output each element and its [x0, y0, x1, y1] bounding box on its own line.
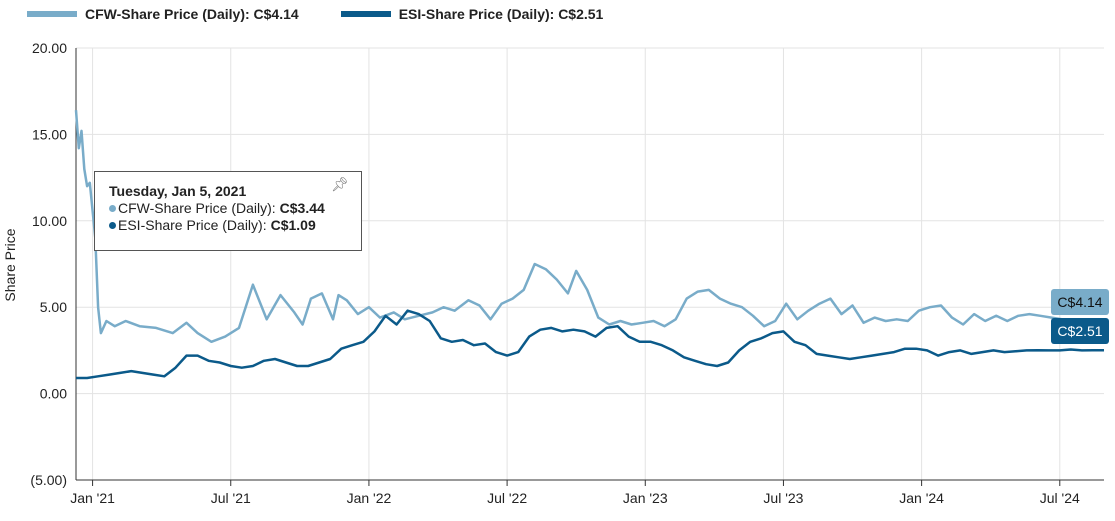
- legend-item-esi[interactable]: ESI-Share Price (Daily): C$2.51: [340, 6, 604, 22]
- x-tick-label: Jan '23: [623, 490, 668, 506]
- esi-dot-icon: [109, 222, 116, 229]
- x-tick-label: Jul '21: [211, 490, 251, 506]
- tooltip-label-esi: ESI-Share Price (Daily):: [118, 217, 267, 233]
- tooltip-title: Tuesday, Jan 5, 2021: [109, 183, 247, 199]
- tooltip-value-esi: C$1.09: [270, 217, 316, 233]
- tick-labels: 20.00 15.00 10.00 5.00 0.00 (5.00)Jan '21 Jul …: [30, 40, 1080, 506]
- y-tick-label: 15.00: [32, 126, 67, 142]
- x-tick-label: Jan '22: [347, 490, 392, 506]
- x-tick-label: Jul '23: [763, 490, 803, 506]
- cfw-dot-icon: [109, 205, 116, 212]
- series-lines: [74, 110, 1104, 380]
- legend-label-cfw: CFW-Share Price (Daily): C$4.14: [85, 6, 299, 22]
- tooltip-value-cfw: C$3.44: [279, 200, 325, 216]
- tooltip-row-cfw: CFW-Share Price (Daily): C$3.44: [109, 200, 347, 217]
- axes: [75, 48, 1104, 486]
- tooltip-row-esi: ESI-Share Price (Daily): C$1.09: [109, 217, 347, 234]
- x-tick-label: Jan '21: [70, 490, 115, 506]
- x-tick-label: Jan '24: [899, 490, 944, 506]
- end-label-esi: C$2.51: [1051, 318, 1109, 344]
- y-tick-label: 0.00: [40, 386, 67, 402]
- y-tick-label: (5.00): [30, 472, 67, 488]
- legend-swatch-cfw: [27, 11, 77, 17]
- tooltip: 📌︎ Tuesday, Jan 5, 2021 CFW-Share Price …: [94, 171, 362, 251]
- x-tick-label: Jul '22: [487, 490, 527, 506]
- y-tick-label: 20.00: [32, 40, 67, 56]
- gridlines: [76, 47, 1104, 481]
- tooltip-label-cfw: CFW-Share Price (Daily):: [118, 200, 276, 216]
- y-tick-label: 5.00: [40, 299, 67, 315]
- legend-item-cfw[interactable]: CFW-Share Price (Daily): C$4.14: [27, 6, 299, 22]
- end-label-cfw: C$4.14: [1051, 289, 1109, 315]
- y-axis-label: Share Price: [2, 228, 18, 301]
- legend-swatch-esi: [340, 11, 391, 17]
- series-line-cfw[interactable]: [74, 110, 1104, 344]
- x-tick-label: Jul '24: [1040, 490, 1080, 506]
- pin-icon[interactable]: 📌︎: [331, 176, 349, 192]
- series-line-esi[interactable]: [76, 309, 1104, 380]
- legend: CFW-Share Price (Daily): C$4.14 ESI-Shar…: [27, 6, 603, 22]
- legend-label-esi: ESI-Share Price (Daily): C$2.51: [398, 6, 604, 22]
- y-tick-label: 10.00: [32, 213, 67, 229]
